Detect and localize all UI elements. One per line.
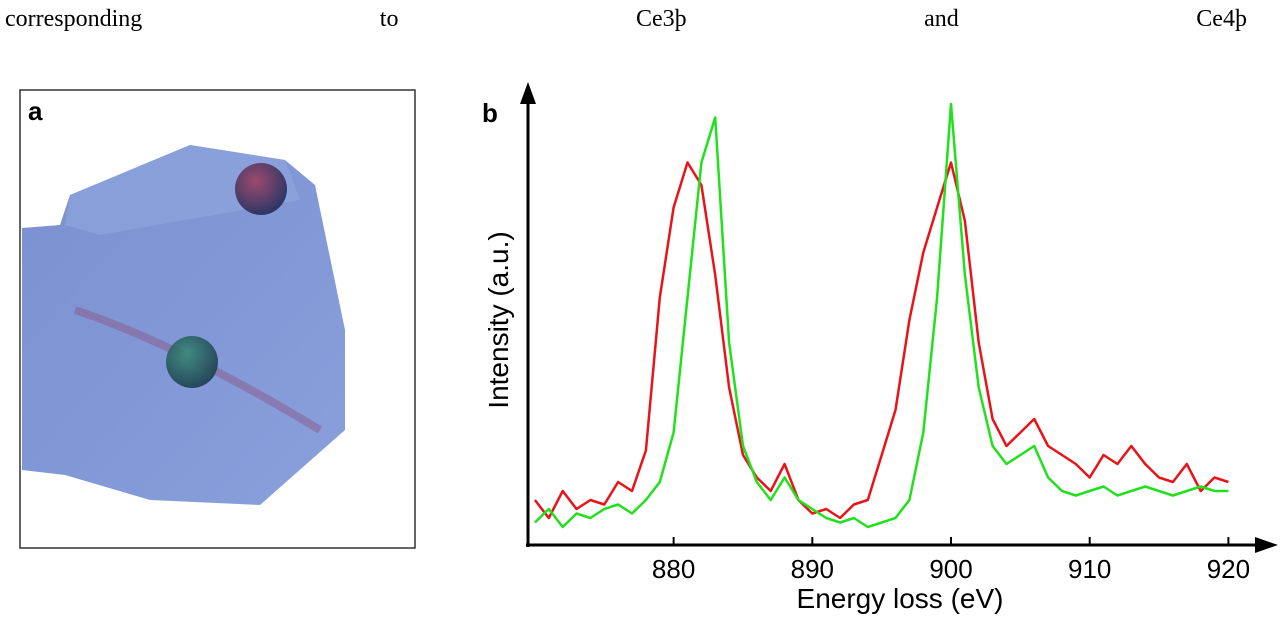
sphere bbox=[235, 163, 287, 215]
word: and bbox=[924, 6, 959, 32]
crystal-face bbox=[65, 145, 300, 235]
word: Ce3þ bbox=[635, 6, 687, 32]
word: to bbox=[379, 6, 399, 32]
word: Ce4þ bbox=[1196, 6, 1247, 32]
y-axis-title: Intensity (a.u.) bbox=[483, 231, 514, 408]
crystal bbox=[22, 145, 345, 505]
x-axis-title: Energy loss (eV) bbox=[797, 583, 1004, 614]
series-line bbox=[533, 161, 1229, 520]
x-tick-label: 910 bbox=[1068, 554, 1111, 584]
series-line bbox=[534, 102, 1229, 529]
x-tick-label: 880 bbox=[652, 554, 695, 584]
caption-line: corresponding to Ce3þ and Ce4þ bbox=[5, 6, 1247, 33]
arrow bbox=[520, 82, 536, 104]
arrow bbox=[1255, 537, 1278, 553]
panel-label: b bbox=[482, 98, 498, 128]
x-tick-label: 920 bbox=[1207, 554, 1250, 584]
sphere bbox=[166, 336, 218, 388]
x-tick-label: 890 bbox=[791, 554, 834, 584]
word: corresponding bbox=[5, 6, 143, 32]
panel-label: a bbox=[28, 96, 43, 126]
x-tick-label: 900 bbox=[929, 554, 972, 584]
